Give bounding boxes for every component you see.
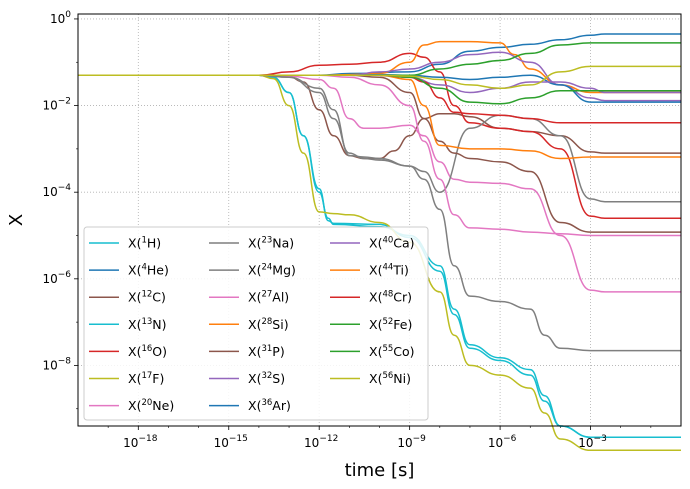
legend-item: X(23Na)	[209, 236, 294, 251]
series-line-Ne	[77, 74, 681, 293]
x-tick-label: 10−9	[397, 434, 426, 450]
legend-item: X(24Mg)	[209, 263, 296, 278]
legend-label: X(32S)	[248, 371, 285, 386]
legend-label: X(12C)	[128, 290, 166, 305]
series-line-Mg	[77, 74, 681, 203]
legend-label: X(44Ti)	[369, 263, 409, 278]
legend-label: X(16O)	[128, 344, 167, 359]
legend-label: X(36Ar)	[248, 398, 291, 413]
series-line-Na	[77, 74, 681, 352]
legend-item: X(32S)	[209, 371, 285, 386]
series-line-Ni	[77, 65, 681, 90]
legend-label: X(48Cr)	[369, 290, 412, 305]
series-line-O	[77, 52, 681, 220]
legend-item: X(12C)	[89, 290, 166, 305]
legend-label: X(17F)	[128, 371, 164, 386]
legend-label: X(20Ne)	[128, 398, 174, 413]
x-tick-label: 10−12	[304, 434, 338, 450]
legend-label: X(52Fe)	[369, 317, 412, 332]
x-tick-label: 10−6	[488, 434, 517, 450]
y-axis-ticks: 10−8 10−6 10−4 10−2 100	[42, 10, 78, 372]
legend-item: X(55Co)	[330, 344, 415, 359]
legend-item: X(56Ni)	[330, 371, 411, 386]
legend: X(1H) X(4He) X(12C) X(13N) X(16O) X(17F) X(20N…	[83, 226, 429, 421]
legend-item: X(48Cr)	[330, 290, 412, 305]
legend-item: X(31P)	[209, 344, 285, 359]
legend-item: X(44Ti)	[330, 263, 409, 278]
y-axis-label: X	[6, 214, 27, 226]
y-tick-label: 100	[50, 10, 71, 26]
legend-item: X(52Fe)	[330, 317, 412, 332]
legend-label: X(55Co)	[369, 344, 415, 359]
legend-item: X(16O)	[89, 344, 167, 359]
y-tick-label: 10−8	[42, 356, 71, 372]
y-tick-label: 10−6	[42, 270, 71, 286]
legend-item: X(13N)	[89, 317, 167, 332]
legend-item: X(28Si)	[209, 317, 289, 332]
legend-item: X(40Ca)	[330, 236, 415, 251]
plot-frame	[77, 13, 682, 427]
x-axis-label: time [s]	[345, 460, 415, 481]
y-tick-label: 10−4	[42, 183, 71, 199]
x-tick-label: 10−15	[214, 434, 248, 450]
legend-label: X(27Al)	[248, 290, 289, 305]
y-tick-label: 10−2	[42, 97, 71, 113]
legend-label: X(56Ni)	[369, 371, 411, 386]
legend-item: X(4He)	[89, 263, 169, 278]
legend-label: X(13N)	[128, 317, 167, 332]
legend-label: X(1H)	[128, 236, 161, 251]
x-tick-label: 10−18	[123, 434, 158, 450]
legend-item: X(20Ne)	[89, 398, 174, 413]
legend-label: X(31P)	[248, 344, 285, 359]
legend-item: X(1H)	[89, 236, 161, 251]
legend-box	[83, 226, 429, 421]
legend-label: X(4He)	[128, 263, 169, 278]
legend-label: X(28Si)	[248, 317, 289, 332]
legend-item: X(36Ar)	[209, 398, 291, 413]
x-axis-ticks: 10−18 10−15 10−12 10−9 10−6 10−3	[123, 426, 607, 450]
x-tick-label: 10−3	[578, 434, 607, 450]
legend-label: X(23Na)	[248, 236, 294, 251]
legend-item: X(17F)	[89, 371, 164, 386]
legend-item: X(27Al)	[209, 290, 289, 305]
legend-label: X(24Mg)	[248, 263, 296, 278]
legend-label: X(40Ca)	[369, 236, 415, 251]
